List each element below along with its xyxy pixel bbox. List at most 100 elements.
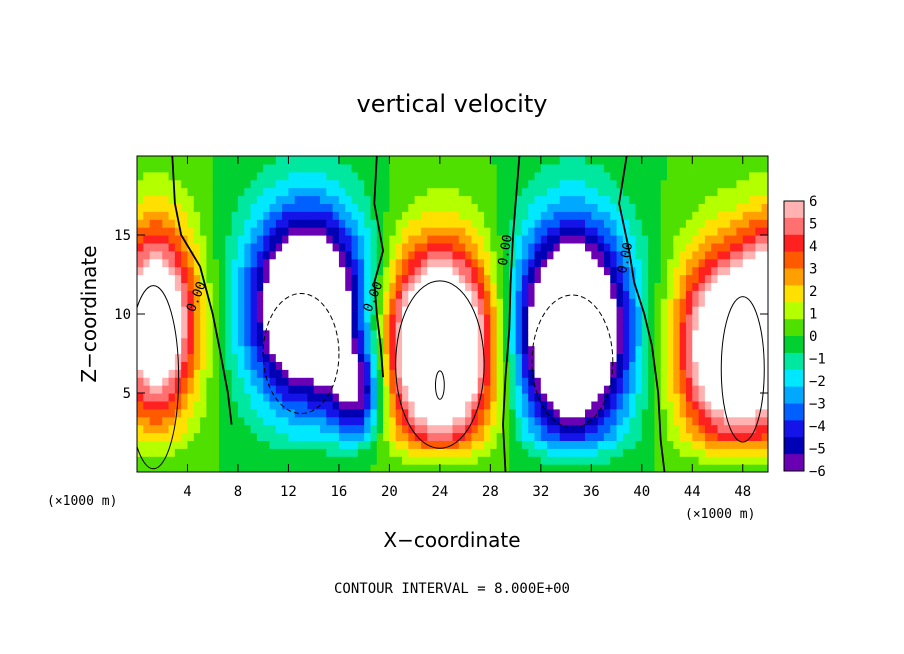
heatmap-cell [597, 298, 605, 307]
heatmap-cell [578, 171, 586, 181]
heatmap-cell [578, 345, 586, 355]
heatmap-cell [648, 258, 656, 268]
heatmap-cell [540, 321, 548, 331]
heatmap-cell [452, 345, 460, 355]
heatmap-cell [465, 400, 473, 410]
heatmap-cell [420, 464, 428, 472]
heatmap-cell [509, 258, 517, 268]
heatmap-cell [301, 314, 308, 323]
heatmap-cell [742, 227, 750, 236]
heatmap-cell [370, 408, 378, 418]
heatmap-cell [585, 456, 592, 465]
heatmap-cell [496, 329, 504, 339]
heatmap-cell [364, 400, 372, 410]
heatmap-cell [723, 235, 731, 244]
heatmap-cell [376, 211, 384, 220]
heatmap-cell [137, 298, 144, 307]
heatmap-cell [149, 456, 157, 465]
heatmap-cell [477, 156, 485, 165]
heatmap-cell [137, 369, 144, 378]
heatmap-cell [635, 337, 643, 347]
heatmap-cell [307, 195, 315, 204]
heatmap-cell [420, 369, 428, 378]
heatmap-cell [193, 385, 201, 394]
heatmap-cell [212, 179, 220, 189]
heatmap-cell [654, 211, 662, 220]
heatmap-cell [597, 156, 605, 165]
heatmap-cell [591, 258, 599, 268]
heatmap-cell [345, 369, 353, 378]
heatmap-cell [755, 416, 763, 426]
heatmap-cell [723, 321, 731, 331]
heatmap-cell [610, 369, 618, 378]
heatmap-cell [578, 314, 586, 323]
contour-interval-note: CONTOUR INTERVAL = 8.000E+00 [334, 581, 570, 597]
heatmap-cell [200, 361, 208, 370]
heatmap-cell [181, 385, 189, 394]
heatmap-cell [181, 179, 189, 189]
heatmap-cell [383, 179, 390, 189]
heatmap-cell [553, 424, 561, 434]
heatmap-cell [534, 203, 542, 212]
heatmap-cell [711, 416, 719, 426]
heatmap-cell [660, 424, 668, 434]
heatmap-cell [547, 298, 555, 307]
heatmap-cell [698, 179, 706, 189]
heatmap-cell [162, 250, 170, 260]
heatmap-cell [679, 290, 687, 299]
heatmap-cell [376, 195, 384, 204]
heatmap-cell [698, 400, 706, 410]
heatmap-cell [679, 416, 687, 426]
heatmap-cell [345, 408, 353, 418]
heatmap-cell [559, 385, 567, 394]
heatmap-cell [439, 337, 447, 347]
heatmap-cell [692, 424, 700, 434]
heatmap-cell [572, 163, 580, 173]
heatmap-cell [723, 456, 731, 465]
heatmap-cell [515, 400, 523, 410]
heatmap-cell [591, 464, 599, 472]
heatmap-cell [610, 171, 618, 181]
heatmap-cell [553, 432, 561, 441]
heatmap-cell [654, 448, 662, 457]
heatmap-cell [509, 290, 517, 299]
heatmap-cell [597, 266, 605, 276]
heatmap-cell [603, 242, 611, 252]
heatmap-cell [509, 353, 517, 362]
heatmap-cell [692, 258, 700, 268]
heatmap-cell [534, 211, 542, 220]
heatmap-cell [408, 219, 416, 228]
heatmap-cell [547, 353, 555, 362]
heatmap-cell [408, 361, 416, 370]
heatmap-cell [288, 314, 296, 323]
heatmap-cell [345, 242, 353, 252]
heatmap-cell [174, 416, 182, 426]
heatmap-cell [534, 187, 542, 197]
heatmap-cell [528, 227, 536, 236]
heatmap-cell [206, 242, 214, 252]
heatmap-cell [351, 464, 359, 472]
heatmap-cell [420, 353, 428, 362]
heatmap-cell [502, 258, 510, 268]
heatmap-cell [566, 171, 573, 181]
heatmap-cell [654, 156, 662, 165]
colorbar-tick-label: 6 [809, 194, 817, 210]
heatmap-cell [673, 274, 681, 283]
heatmap-cell [275, 456, 283, 465]
heatmap-cell [408, 321, 416, 331]
heatmap-cell [446, 227, 454, 236]
heatmap-cell [547, 250, 555, 260]
heatmap-cell [585, 211, 592, 220]
heatmap-cell [149, 163, 157, 173]
heatmap-cell [698, 219, 706, 228]
heatmap-cell [496, 400, 504, 410]
heatmap-cell [256, 456, 264, 465]
heatmap-cell [332, 424, 340, 434]
heatmap-cell [717, 242, 725, 252]
heatmap-cell [181, 400, 189, 410]
heatmap-cell [698, 258, 706, 268]
heatmap-cell [357, 219, 365, 228]
heatmap-cell [616, 448, 624, 457]
heatmap-cell [629, 274, 637, 283]
heatmap-cell [509, 424, 517, 434]
